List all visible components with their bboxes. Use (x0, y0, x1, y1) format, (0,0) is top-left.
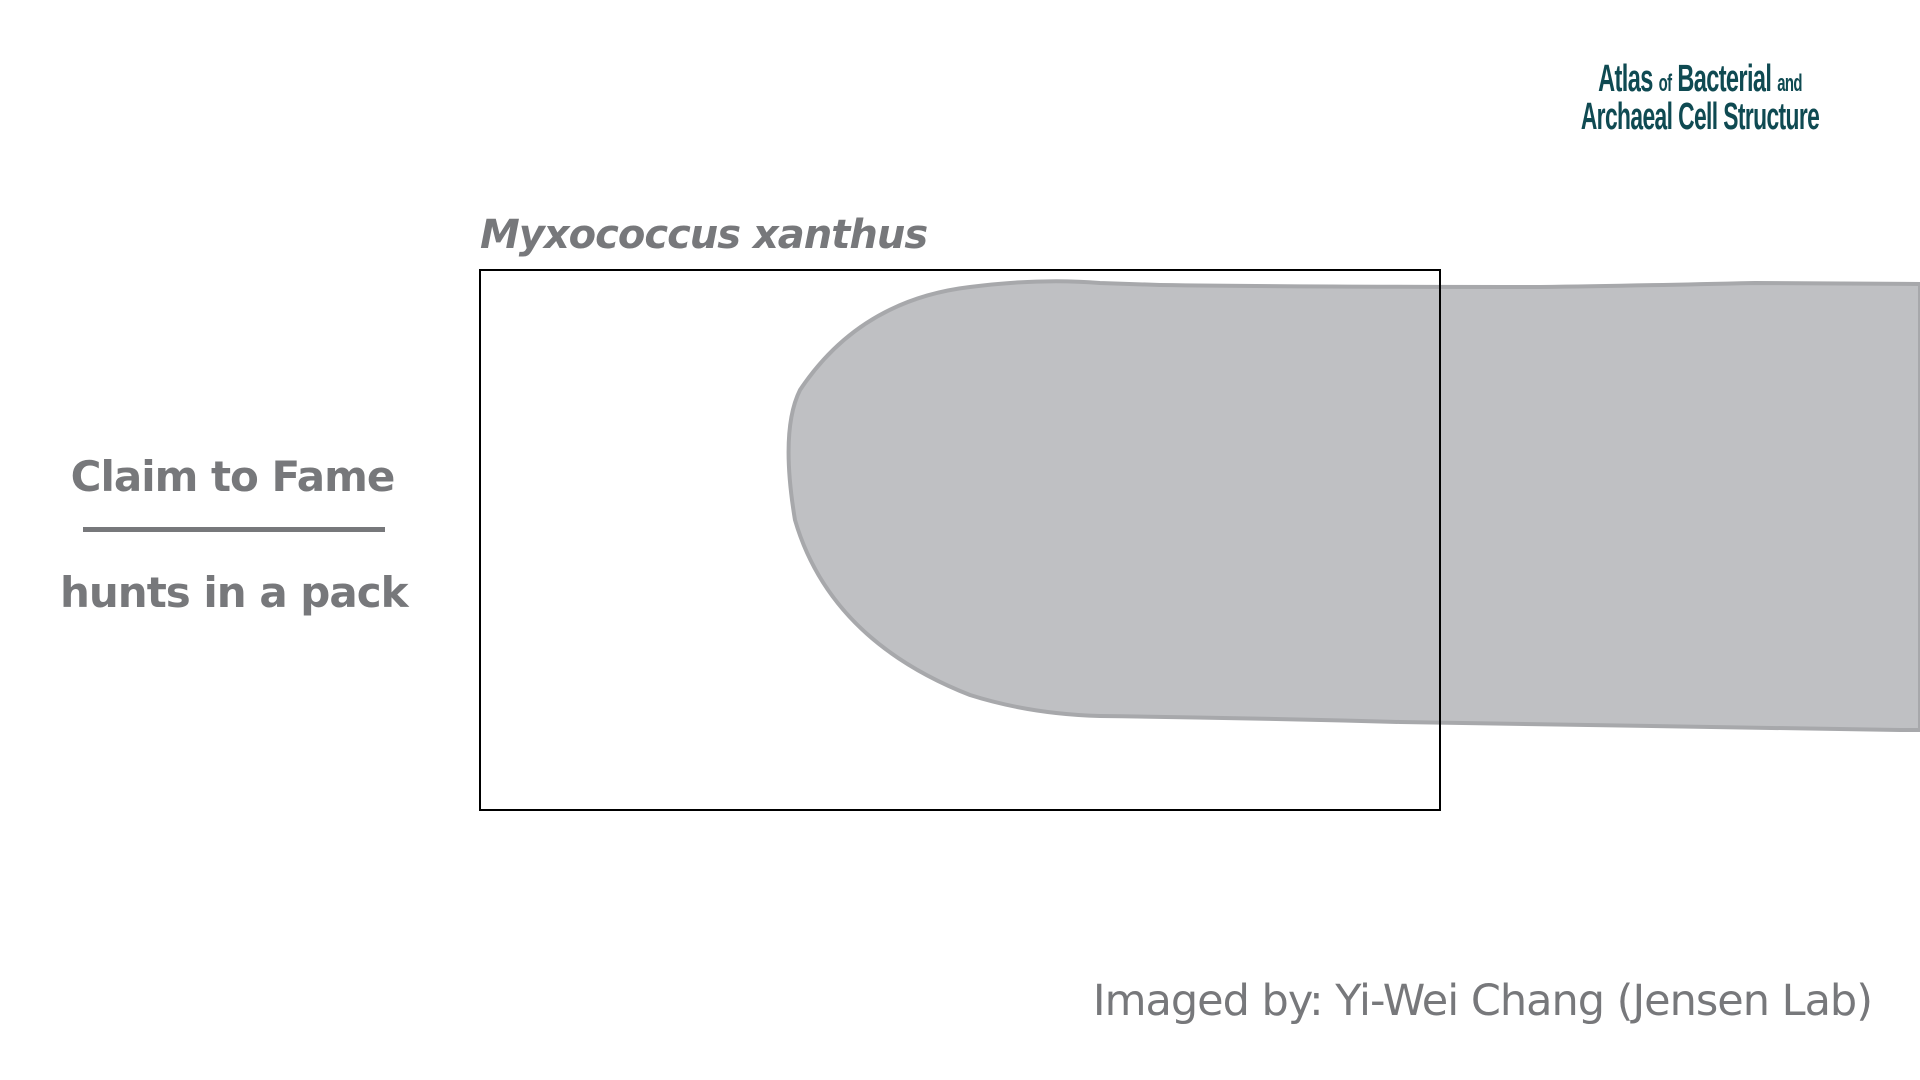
logo-bacterial: Bacterial (1677, 58, 1772, 100)
logo-archaeal: Archaeal (1580, 96, 1673, 138)
logo-cell: Cell (1678, 96, 1718, 138)
species-title: Myxococcus xanthus (480, 212, 928, 258)
claim-divider (83, 527, 385, 532)
claim-text: hunts in a pack (60, 568, 409, 617)
image-credit: Imaged by: Yi-Wei Chang (Jensen Lab) (1092, 976, 1873, 1026)
atlas-logo: Atlas of Bacterial and Archaeal Cell Str… (1535, 60, 1865, 136)
logo-and: and (1777, 70, 1802, 97)
logo-structure: Structure (1723, 96, 1820, 138)
logo-of: of (1658, 70, 1672, 97)
logo-atlas: Atlas (1598, 58, 1653, 100)
zoom-frame (479, 269, 1441, 811)
bacterial-cell-shape (786, 279, 1920, 732)
claim-heading: Claim to Fame (70, 452, 396, 501)
